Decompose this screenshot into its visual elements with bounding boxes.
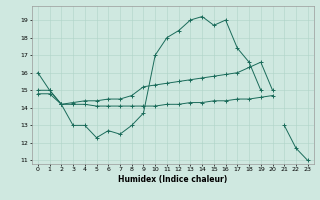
X-axis label: Humidex (Indice chaleur): Humidex (Indice chaleur) xyxy=(118,175,228,184)
